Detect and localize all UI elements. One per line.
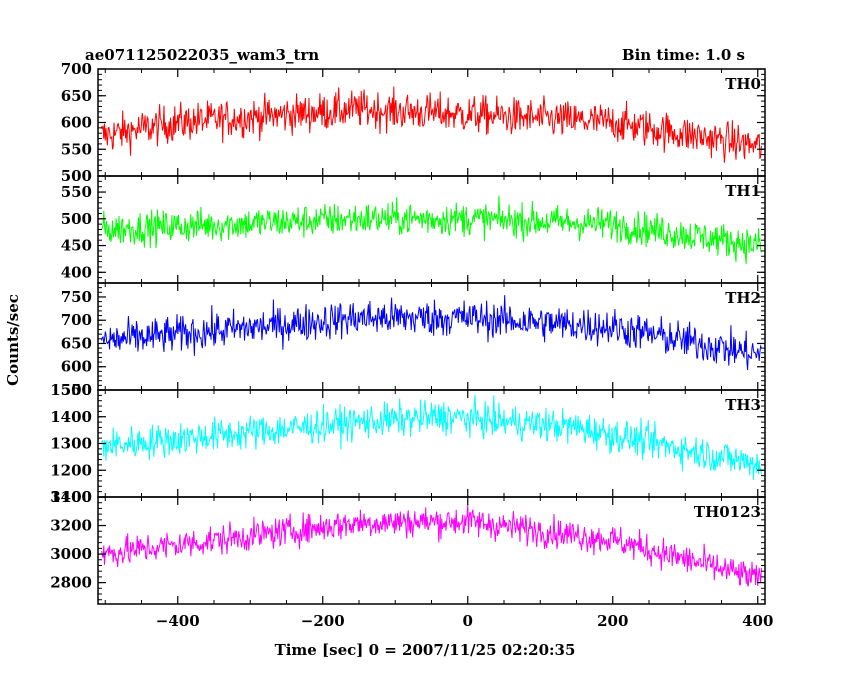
x-tick-label: −400 xyxy=(156,612,200,630)
series-line-th3 xyxy=(101,394,762,480)
y-tick-label: 500 xyxy=(61,167,92,185)
x-tick-label: −200 xyxy=(301,612,345,630)
y-tick-label: 550 xyxy=(61,381,92,399)
x-tick-label: 400 xyxy=(742,612,773,630)
x-tick-label: 0 xyxy=(463,612,473,630)
y-axis-label: Counts/sec xyxy=(4,294,22,386)
x-axis-label: Time [sec] 0 = 2007/11/25 02:20:35 xyxy=(275,641,576,659)
y-tick-label: 750 xyxy=(61,288,92,306)
x-tick-label: 200 xyxy=(597,612,628,630)
panel-th1: 400 450 500 550 TH1 xyxy=(61,175,766,284)
y-tick-label: 3000 xyxy=(50,545,92,563)
y-tick-label: 700 xyxy=(61,311,92,329)
y-tick-label: 2800 xyxy=(50,574,92,592)
y-tick-label: 1500 xyxy=(50,381,92,399)
y-tick-label: 550 xyxy=(61,140,92,158)
chart-title: ae071125022035_wam3_trn xyxy=(85,46,319,64)
panel-th0: 500 550 600 650 700 TH0 xyxy=(61,60,766,185)
panel-th3: 1100 1200 1300 1400 1500 TH3 xyxy=(50,381,766,506)
y-tick-label: 700 xyxy=(61,60,92,78)
series-label-th3: TH3 xyxy=(725,396,761,414)
series-line-th0 xyxy=(101,86,762,163)
y-tick-label: 650 xyxy=(61,87,92,105)
y-tick-label: 400 xyxy=(61,263,92,281)
y-tick-label: 1100 xyxy=(50,488,92,506)
y-tick-label: 1400 xyxy=(50,408,92,426)
y-tick-label: 600 xyxy=(61,358,92,376)
panel-frame xyxy=(97,68,766,177)
y-tick-label: 1300 xyxy=(50,435,92,453)
series-line-th1 xyxy=(101,195,762,264)
panel-frame xyxy=(97,175,766,284)
series-label-th0123: TH0123 xyxy=(694,503,761,521)
panel-th2: 550 600 650 700 750 TH2 xyxy=(61,282,766,399)
series-line-th0123 xyxy=(101,504,762,587)
y-tick-label: 500 xyxy=(61,210,92,228)
series-line-th2 xyxy=(101,295,762,371)
series-label-th0: TH0 xyxy=(725,75,761,93)
y-tick-label: 450 xyxy=(61,237,92,255)
series-label-th1: TH1 xyxy=(725,182,761,200)
panel-th0123: 2800 3000 3200 3400 TH0123 xyxy=(50,488,766,605)
y-tick-label: 3400 xyxy=(50,488,92,506)
y-tick-label: 1200 xyxy=(50,461,92,479)
series-label-th2: TH2 xyxy=(725,289,761,307)
bin-time-label: Bin time: 1.0 s xyxy=(622,46,745,64)
y-tick-label: 650 xyxy=(61,334,92,352)
y-tick-label: 600 xyxy=(61,114,92,132)
y-tick-label: 3200 xyxy=(50,517,92,535)
y-tick-label: 550 xyxy=(61,183,92,201)
